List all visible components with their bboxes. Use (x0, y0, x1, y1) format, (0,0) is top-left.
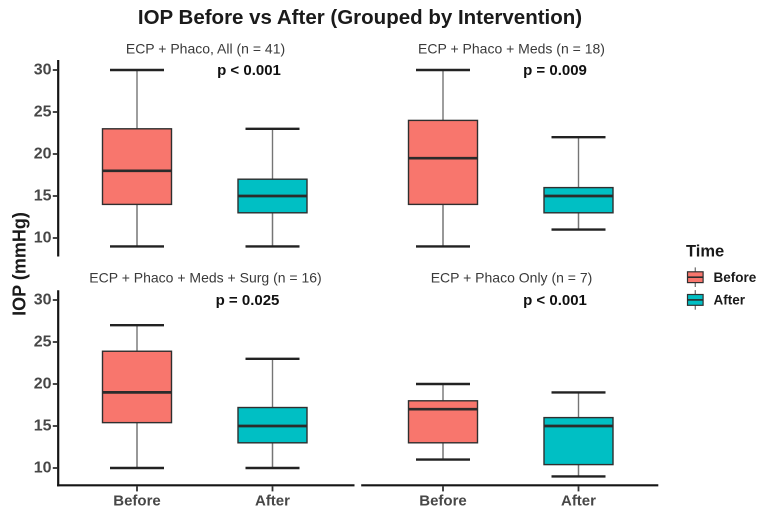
svg-text:Before: Before (113, 492, 161, 509)
svg-text:p = 0.025: p = 0.025 (216, 292, 280, 309)
svg-text:ECP + Phaco, All (n = 41): ECP + Phaco, All (n = 41) (126, 41, 285, 57)
svg-text:20: 20 (34, 376, 52, 393)
svg-text:After: After (561, 492, 596, 509)
svg-text:10: 10 (34, 230, 52, 247)
svg-text:Time: Time (686, 243, 724, 261)
svg-text:ECP + Phaco + Meds + Surg (n =: ECP + Phaco + Meds + Surg (n = 16) (89, 270, 321, 286)
svg-text:20: 20 (34, 146, 52, 163)
svg-text:After: After (714, 293, 746, 308)
svg-text:p < 0.001: p < 0.001 (523, 292, 587, 309)
svg-text:30: 30 (34, 292, 52, 309)
svg-text:ECP + Phaco Only (n = 7): ECP + Phaco Only (n = 7) (431, 270, 593, 286)
svg-text:15: 15 (34, 188, 52, 205)
svg-text:Before: Before (419, 492, 467, 509)
svg-text:15: 15 (34, 418, 52, 435)
svg-text:After: After (255, 492, 290, 509)
svg-text:Before: Before (714, 270, 757, 285)
svg-text:p < 0.001: p < 0.001 (217, 62, 281, 79)
svg-text:p = 0.009: p = 0.009 (523, 62, 587, 79)
svg-text:IOP (mmHg): IOP (mmHg) (10, 212, 30, 316)
svg-text:IOP Before vs After (Grouped b: IOP Before vs After (Grouped by Interven… (138, 6, 582, 29)
svg-text:25: 25 (34, 334, 52, 351)
svg-text:10: 10 (34, 460, 52, 477)
svg-text:25: 25 (34, 104, 52, 121)
svg-text:ECP + Phaco + Meds (n = 18): ECP + Phaco + Meds (n = 18) (418, 41, 605, 57)
svg-text:30: 30 (34, 62, 52, 79)
